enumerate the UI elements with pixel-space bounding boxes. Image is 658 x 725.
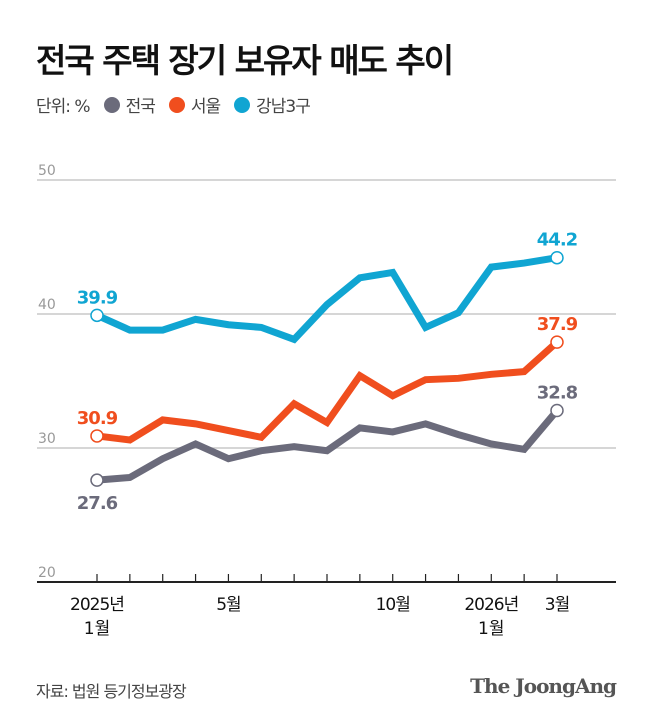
unit-label: 단위: %	[36, 97, 91, 117]
y-tick-label: 50	[38, 163, 56, 179]
data-point	[550, 403, 564, 418]
legend-swatch-gangnam	[234, 96, 251, 113]
data-label: 27.6	[77, 493, 118, 514]
legend-label-seoul: 서울	[190, 97, 221, 117]
legend-label-gangnam: 강남3구	[256, 97, 311, 117]
data-point	[90, 473, 104, 487]
legend: 단위: % 전국 서울 강남3구	[36, 92, 311, 117]
x-tick-label: 2025년	[70, 595, 124, 615]
series-line-0	[96, 408, 560, 484]
data-point	[550, 335, 564, 349]
x-tick-label: 1월	[84, 619, 110, 639]
data-point	[90, 308, 104, 323]
data-label: 30.9	[77, 408, 118, 429]
data-label: 32.8	[537, 382, 578, 403]
source-note: 자료: 법원 등기정보광장	[36, 682, 187, 701]
x-tick-label: 10월	[376, 595, 410, 615]
y-tick-label: 30	[38, 431, 56, 447]
data-point	[90, 429, 104, 443]
y-tick-label: 40	[38, 297, 56, 313]
data-label: 44.2	[537, 230, 577, 251]
y-tick-label: 20	[38, 565, 56, 581]
x-tick-label: 3월	[545, 595, 569, 615]
chart-title: 전국 주택 장기 보유자 매도 추이	[36, 41, 454, 80]
x-tick-label: 2026년	[464, 595, 518, 615]
data-label: 37.9	[537, 314, 578, 335]
publisher-logo: The JoongAng	[470, 674, 617, 698]
legend-swatch-national	[103, 96, 120, 113]
legend-swatch-seoul	[168, 96, 185, 113]
data-point	[550, 250, 564, 265]
series-line-1	[96, 339, 560, 444]
legend-label-national: 전국	[125, 97, 156, 117]
data-label: 39.9	[77, 287, 118, 308]
series-line-2	[95, 254, 558, 344]
x-tick-label: 5월	[216, 595, 240, 615]
x-tick-label: 1월	[478, 619, 504, 639]
